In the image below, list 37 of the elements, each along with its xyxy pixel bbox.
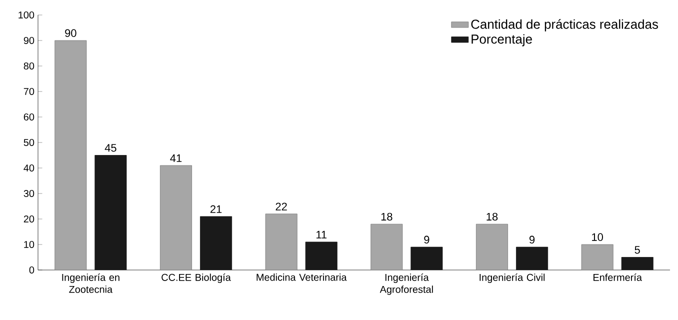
data-label: 21 [210,205,222,213]
y-tick-label: 30 [24,190,34,198]
data-label: 18 [486,212,498,221]
data-label: 41 [170,154,182,162]
y-tick-label: 20 [24,215,34,223]
bar [54,40,87,270]
data-label: 90 [65,29,76,37]
x-tick-label: Medicina Veterinaria [256,274,347,281]
data-label: 9 [529,236,535,244]
y-tick-label: 100 [18,11,34,19]
data-label: 18 [381,212,392,221]
data-label: 11 [316,230,327,238]
y-tick-label: 70 [24,88,34,96]
legend-label: Cantidad de prácticas realizadas [471,19,658,32]
x-tick-label: CC.EE Biología [162,274,231,283]
bar [581,244,614,270]
y-tick-label: 10 [24,240,34,248]
x-tick-label: Enfermería [594,274,642,281]
bar [476,224,508,270]
data-label: 9 [424,236,430,244]
x-tick-label: Ingeniería en Zootecnia [62,274,120,293]
y-tick-label: 80 [24,62,34,70]
y-tick-label: 50 [24,138,34,146]
y-tick-label: 90 [24,36,34,44]
x-tick-label: Ingeniería Agroforestal [380,274,433,295]
legend-label: Porcentaje [472,34,532,46]
data-label: 5 [634,246,640,254]
bar [160,165,192,270]
y-tick-label: 60 [24,113,34,121]
x-tick-label: Ingeniería Civil [480,274,545,283]
data-label: 22 [276,202,287,210]
y-tick-label: 0 [29,266,34,274]
data-label: 10 [592,233,603,241]
data-label: 45 [104,144,116,152]
bar [370,224,403,270]
y-tick-label: 40 [24,164,34,172]
bar [265,214,298,270]
